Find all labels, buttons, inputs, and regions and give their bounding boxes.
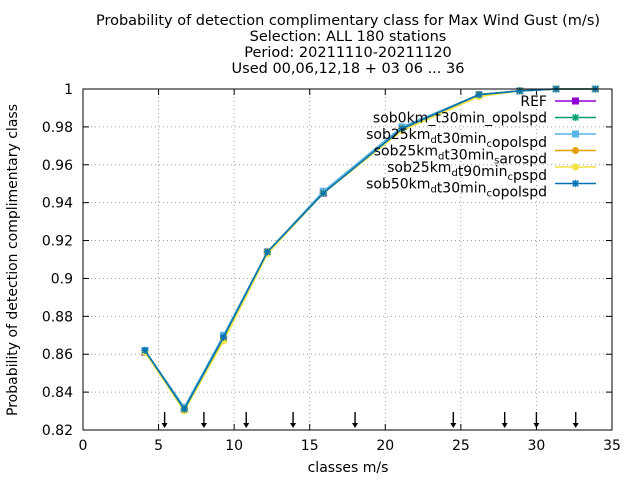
x-tick-label: 30	[528, 438, 546, 454]
y-tick-label: 0.82	[42, 423, 73, 439]
marker-stroke	[220, 333, 227, 341]
marker-stroke	[572, 180, 579, 187]
legend-entry: REF	[520, 94, 596, 110]
marker-stroke	[264, 248, 271, 256]
class-boundary-arrow	[533, 412, 540, 428]
marker-stroke	[141, 347, 149, 354]
data-point	[572, 147, 579, 154]
data-point	[220, 333, 228, 341]
title-line-1: Probability of detection complimentary c…	[96, 13, 600, 29]
legend-entry: sob25kmdt90mincpspd	[387, 160, 596, 184]
x-tick-label: 15	[301, 438, 319, 454]
marker-stroke	[180, 405, 188, 413]
class-boundary-arrow	[200, 412, 207, 428]
marker-stroke	[319, 189, 327, 197]
class-boundary-arrow	[352, 412, 359, 428]
x-tick-label: 10	[225, 438, 243, 454]
data-point	[141, 346, 149, 354]
data-point	[572, 163, 579, 171]
title-line-3: Period: 20211110-20211120	[244, 45, 452, 61]
marker-stroke	[475, 91, 483, 99]
arrow-head	[572, 423, 579, 428]
arrow-head	[501, 423, 508, 428]
data-point	[572, 180, 579, 187]
y-axis-label: Probability of detection complimentary c…	[5, 104, 21, 416]
x-tick-label: 35	[603, 438, 621, 454]
y-tick-label: 1	[64, 82, 73, 98]
x-axis-label: classes m/s	[308, 460, 389, 476]
class-boundary-arrow	[572, 412, 579, 428]
y-tick-label: 0.86	[42, 347, 73, 363]
class-boundary-arrow	[161, 412, 168, 428]
plot-frame	[82, 88, 613, 431]
title-line-2: Selection: ALL 180 stations	[250, 29, 447, 45]
data-point	[398, 125, 406, 133]
legend-entry: sob0km_t30min_opolspd	[373, 111, 596, 127]
legend: REFsob0km_t30min_opolspdsob25kmdt30minco…	[366, 94, 596, 201]
y-tick-label: 0.88	[42, 309, 73, 325]
y-tick-label: 0.98	[42, 120, 73, 136]
legend-entry: sob25kmdt30mincopolspd	[366, 127, 596, 151]
arrow-head	[352, 423, 359, 428]
chart-title: Probability of detection complimentary c…	[96, 13, 600, 77]
class-boundary-arrow	[501, 412, 508, 428]
y-tick-label: 0.96	[42, 158, 73, 174]
class-boundary-arrow	[243, 412, 250, 428]
y-tick-label: 0.9	[51, 271, 73, 287]
legend-label: REF	[520, 94, 547, 110]
y-tick-label: 0.84	[42, 385, 73, 401]
arrow-head	[200, 423, 207, 428]
marker-stroke	[572, 114, 579, 121]
grid	[83, 89, 612, 430]
legend-entry: sob25kmdt30minsarospd	[374, 144, 596, 168]
x-tick-label: 5	[154, 438, 163, 454]
title-line-4: Used 00,06,12,18 + 03 06 ... 36	[232, 61, 465, 77]
data-point	[475, 91, 483, 99]
arrow-head	[290, 423, 297, 428]
y-tick-label: 0.94	[42, 196, 73, 212]
arrow-head	[243, 423, 250, 428]
marker-stroke	[398, 125, 406, 133]
data-point	[572, 114, 579, 121]
data-point	[180, 405, 188, 413]
legend-label: sob25kmdt30mincopolspd	[366, 127, 547, 151]
series-line	[144, 88, 596, 411]
arrow-head	[161, 423, 168, 428]
x-tick-label: 20	[376, 438, 394, 454]
axis-ticks: 0 5 10 15 20 25 30 35 0.82 0.84 0.86 0.88 0.9 0.92 0.9…	[42, 82, 621, 454]
x-tick-label: 25	[452, 438, 470, 454]
data-point	[319, 189, 327, 197]
data-point	[572, 97, 579, 105]
arrow-head	[450, 423, 457, 428]
arrow-head	[533, 423, 540, 428]
legend-entry: sob50kmdt30mincopolspd	[366, 177, 596, 201]
class-markers	[161, 412, 579, 428]
data-point	[263, 248, 271, 256]
legend-label: sob0km_t30min_opolspd	[373, 111, 547, 127]
x-tick-label: 0	[79, 438, 88, 454]
class-boundary-arrow	[450, 412, 457, 428]
data-point	[572, 130, 579, 138]
y-tick-label: 0.92	[42, 234, 73, 250]
legend-label: sob25kmdt30minsarospd	[374, 144, 547, 168]
legend-label: sob25kmdt90mincpspd	[387, 160, 547, 184]
class-boundary-arrow	[290, 412, 297, 428]
legend-label: sob50kmdt30mincopolspd	[366, 177, 547, 201]
